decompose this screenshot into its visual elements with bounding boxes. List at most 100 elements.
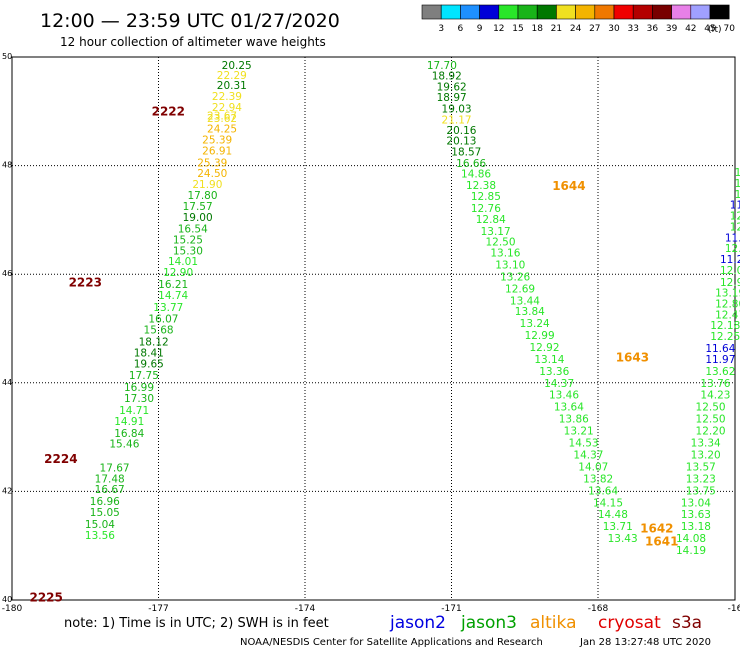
swh-value: 15.68: [144, 325, 174, 337]
swh-value: 16.67: [95, 484, 125, 496]
swh-value: 14.23: [700, 390, 730, 402]
legend-swatch: [441, 5, 460, 19]
chart-title: 12:00 — 23:59 UTC 01/27/2020: [40, 10, 340, 32]
legend-label: 45: [704, 24, 715, 34]
swh-value: 13.71: [603, 521, 633, 533]
time-label: 1641: [645, 534, 678, 548]
time-label: 1643: [616, 350, 649, 364]
swh-value: 12.90: [163, 267, 193, 279]
swh-value: 13.14: [534, 354, 564, 366]
swh-value: 13.04: [681, 497, 711, 509]
legend-swatch: [672, 5, 691, 19]
swh-value: 13.24: [520, 318, 550, 330]
y-tick-label: 44: [2, 378, 12, 387]
swh-value: 13.10: [495, 259, 525, 271]
swh-value: 17.57: [183, 201, 213, 213]
legend-swatch: [595, 5, 614, 19]
footer-note: note: 1) Time is in UTC; 2) SWH is in fe…: [64, 616, 329, 631]
swh-value: 14.19: [676, 545, 706, 557]
swh-value: 14.08: [676, 533, 706, 545]
swh-value: 15.05: [90, 507, 120, 519]
legend-swatch: [460, 5, 479, 19]
swh-value: 14.86: [461, 169, 491, 181]
swh-value: 15.46: [109, 439, 139, 451]
legend-label: 6: [458, 24, 464, 34]
swh-value: 13.56: [85, 530, 115, 542]
x-tick-label: -177: [148, 604, 168, 614]
y-tick-label: 46: [2, 269, 12, 278]
swh-value: 12.92: [529, 342, 559, 354]
swh-value: 13.16: [490, 247, 520, 259]
legend-label: 21: [551, 24, 562, 34]
legend-swatch: [499, 5, 518, 19]
swh-value: 14.53: [569, 438, 599, 450]
swh-value: 12.85: [471, 191, 501, 203]
plot-area: -180-177-174-171-168-1650484644424020.25…: [2, 52, 740, 614]
swh-value: 13.23: [686, 473, 716, 485]
chart-subtitle: 12 hour collection of altimeter wave hei…: [60, 35, 326, 49]
swh-value: 12.50: [696, 402, 726, 414]
legend-swatch: [652, 5, 671, 19]
swh-value: 13.82: [583, 473, 613, 485]
swh-value: 14.37: [573, 449, 603, 461]
legend-label: 18: [531, 24, 543, 34]
y-tick-label: 50: [2, 52, 12, 61]
swh-value: 14.91: [114, 416, 144, 428]
legend-label: 27: [589, 24, 600, 34]
legend-label: 42: [685, 24, 696, 34]
swh-value: 14.37: [544, 378, 574, 390]
swh-value: 13.86: [559, 414, 589, 426]
swh-value: 13.64: [554, 402, 584, 414]
swh-value: 12.50: [696, 414, 726, 426]
swh-value: 11.97: [705, 354, 735, 366]
satellite-name: s3a: [672, 613, 702, 633]
legend-swatch: [633, 5, 652, 19]
swh-value: 13.43: [608, 533, 638, 545]
satellite-name: altika: [530, 613, 577, 633]
swh-value: 19.00: [183, 212, 213, 224]
legend-label: 70: [723, 24, 735, 34]
legend-label: 15: [512, 24, 523, 34]
time-label: 2225: [29, 590, 62, 604]
satellite-name: cryosat: [598, 613, 661, 633]
legend-swatch: [537, 5, 556, 19]
footer-timestamp: Jan 28 13:27:48 UTC 2020: [579, 637, 711, 648]
swh-value: 13.34: [691, 438, 721, 450]
swh-value: 13.76: [700, 378, 730, 390]
swh-value: 12.99: [525, 330, 555, 342]
swh-value: 26.91: [202, 145, 232, 157]
swh-value: 13.18: [681, 521, 711, 533]
legend-label: 39: [666, 24, 678, 34]
swh-value: 17.75: [129, 370, 159, 382]
swh-value: 13.75: [686, 485, 716, 497]
swh-value: 13.20: [691, 449, 721, 461]
legend-label: 9: [477, 24, 483, 34]
footer-credit: NOAA/NESDIS Center for Satellite Applica…: [240, 637, 543, 648]
swh-value: 19.65: [134, 358, 164, 370]
swh-value: 13.77: [153, 302, 183, 314]
y-tick-label: 48: [2, 161, 12, 170]
legend-swatch: [556, 5, 575, 19]
y-tick-label: 42: [2, 486, 12, 495]
swh-value: 14.15: [593, 497, 623, 509]
time-label: 2222: [152, 104, 185, 118]
swh-value: 12.25: [710, 331, 740, 343]
legend-swatch: [480, 5, 499, 19]
legend-label: 24: [570, 24, 582, 34]
legend-label: 30: [608, 24, 620, 34]
swh-value: 13.21: [564, 426, 594, 438]
time-label: 2223: [69, 275, 102, 289]
satellite-name: jason3: [460, 613, 517, 633]
legend-swatch: [518, 5, 537, 19]
swh-value: 12.06: [720, 265, 740, 277]
legend-swatch: [422, 5, 441, 19]
swh-value: 12.69: [505, 283, 535, 295]
swh-value: 18.97: [437, 92, 467, 104]
time-label: 1644: [552, 179, 585, 193]
swh-value: 13.84: [515, 306, 545, 318]
legend-swatch: [710, 5, 729, 19]
swh-value: 13.64: [588, 485, 618, 497]
